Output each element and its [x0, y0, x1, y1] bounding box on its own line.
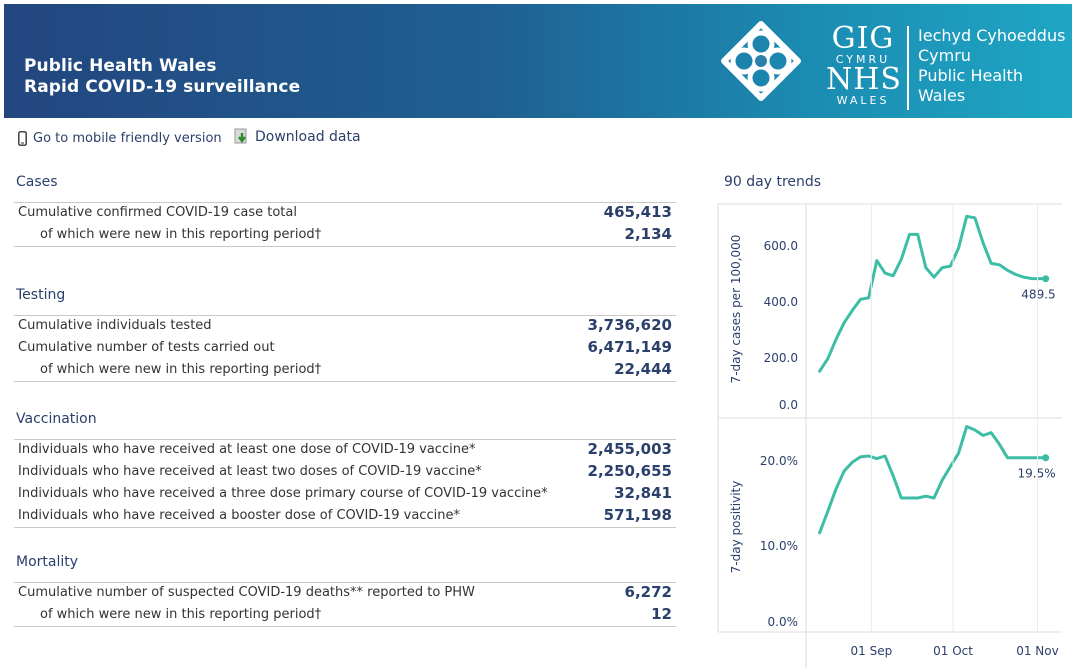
row-label: of which were new in this reporting peri… — [40, 607, 322, 622]
english-name-line2: Wales — [918, 86, 966, 105]
row-label: of which were new in this reporting peri… — [40, 227, 322, 242]
row-value: 6,471,149 — [587, 338, 672, 356]
table-row: of which were new in this reporting peri… — [14, 604, 676, 626]
row-label: of which were new in this reporting peri… — [40, 362, 322, 377]
table-row: Cumulative individuals tested 3,736,620 — [14, 315, 676, 337]
x-tick-label: 01 Nov — [1016, 644, 1059, 658]
y-tick-label: 0.0 — [779, 398, 798, 412]
wales-text: WALES — [836, 94, 890, 107]
divider — [14, 527, 676, 528]
row-value: 571,198 — [603, 506, 672, 524]
trend-charts: 0.0 200.0 400.0 600.0 7-day cases per 100,00… — [717, 203, 1062, 668]
logo-divider — [907, 26, 909, 110]
header-subtitle: Rapid COVID-19 surveillance — [24, 77, 301, 97]
divider — [14, 626, 676, 627]
english-name-line1: Public Health — [918, 66, 1023, 85]
row-value: 12 — [651, 605, 672, 623]
row-value: 2,250,655 — [587, 462, 672, 480]
x-tick-label: 01 Oct — [933, 644, 973, 658]
divider — [14, 246, 676, 247]
series-end-label: 19.5% — [1018, 467, 1056, 481]
cymru-text: CYMRU — [835, 53, 891, 66]
table-row: Individuals who have received a booster … — [14, 505, 676, 527]
row-label: Cumulative number of tests carried out — [18, 340, 275, 355]
table-row: Individuals who have received a three do… — [14, 483, 676, 505]
table-row: Cumulative number of suspected COVID-19 … — [14, 582, 676, 604]
divider — [14, 315, 676, 316]
organisation-name: Iechyd Cyhoeddus Cymru Public Health Wal… — [918, 26, 1065, 106]
header-banner: Public Health Wales Rapid COVID-19 surve… — [4, 4, 1072, 118]
y-tick-label: 10.0% — [760, 539, 798, 553]
series-end-point — [1042, 454, 1050, 462]
testing-section-title: Testing — [16, 287, 66, 303]
cases-section-title: Cases — [16, 174, 58, 190]
row-label: Individuals who have received a booster … — [18, 508, 460, 523]
row-value: 32,841 — [614, 484, 672, 502]
welsh-name-line2: Cymru — [918, 46, 971, 65]
divider — [14, 439, 676, 440]
download-icon — [234, 128, 247, 144]
welsh-name-line1: Iechyd Cyhoeddus — [918, 26, 1066, 45]
row-label: Cumulative confirmed COVID-19 case total — [18, 205, 297, 220]
nhs-wordmark: GIG CYMRU NHS WALES — [826, 21, 902, 114]
row-value: 22,444 — [614, 360, 672, 378]
y-axis-label: 7-day positivity — [729, 481, 743, 574]
mortality-section-title: Mortality — [16, 554, 79, 570]
y-tick-label: 600.0 — [764, 239, 798, 253]
nhs-text: NHS — [826, 62, 902, 97]
divider — [14, 582, 676, 583]
table-row: Individuals who have received at least o… — [14, 439, 676, 461]
divider — [14, 202, 676, 203]
phone-icon — [18, 131, 27, 146]
trends-title: 90 day trends — [724, 174, 822, 190]
x-tick-label: 01 Sep — [851, 644, 893, 658]
mobile-version-label: Go to mobile friendly version — [33, 131, 222, 146]
table-row: Cumulative number of tests carried out 6… — [14, 337, 676, 359]
download-data-label: Download data — [255, 128, 361, 145]
row-value: 2,455,003 — [587, 440, 672, 458]
series-line — [818, 425, 1048, 535]
table-row: of which were new in this reporting peri… — [14, 359, 676, 381]
celtic-knot-logo — [721, 21, 801, 101]
table-row: of which were new in this reporting peri… — [14, 224, 676, 246]
series-line — [818, 214, 1048, 373]
row-label: Individuals who have received at least o… — [18, 442, 476, 457]
row-label: Individuals who have received a three do… — [18, 486, 548, 501]
table-row: Cumulative confirmed COVID-19 case total… — [14, 202, 676, 224]
y-tick-label: 200.0 — [764, 351, 798, 365]
row-value: 465,413 — [603, 203, 672, 221]
series-end-point — [1042, 275, 1050, 283]
row-label: Individuals who have received at least t… — [18, 464, 482, 479]
header-title: Public Health Wales — [24, 56, 217, 76]
mobile-version-link[interactable]: Go to mobile friendly version — [18, 131, 222, 146]
table-row: Individuals who have received at least t… — [14, 461, 676, 483]
row-value: 2,134 — [624, 225, 672, 243]
row-label: Cumulative individuals tested — [18, 318, 212, 333]
y-tick-label: 400.0 — [764, 295, 798, 309]
row-label: Cumulative number of suspected COVID-19 … — [18, 585, 475, 600]
y-tick-label: 20.0% — [760, 454, 798, 468]
vaccination-section-title: Vaccination — [16, 411, 97, 427]
series-end-label: 489.5 — [1021, 288, 1055, 302]
row-value: 3,736,620 — [587, 316, 672, 334]
y-tick-label: 0.0% — [768, 615, 799, 629]
download-data-link[interactable]: Download data — [234, 128, 361, 145]
row-value: 6,272 — [624, 583, 672, 601]
divider — [14, 381, 676, 382]
y-axis-label: 7-day cases per 100,000 — [729, 235, 743, 384]
gig-text: GIG — [831, 21, 895, 56]
